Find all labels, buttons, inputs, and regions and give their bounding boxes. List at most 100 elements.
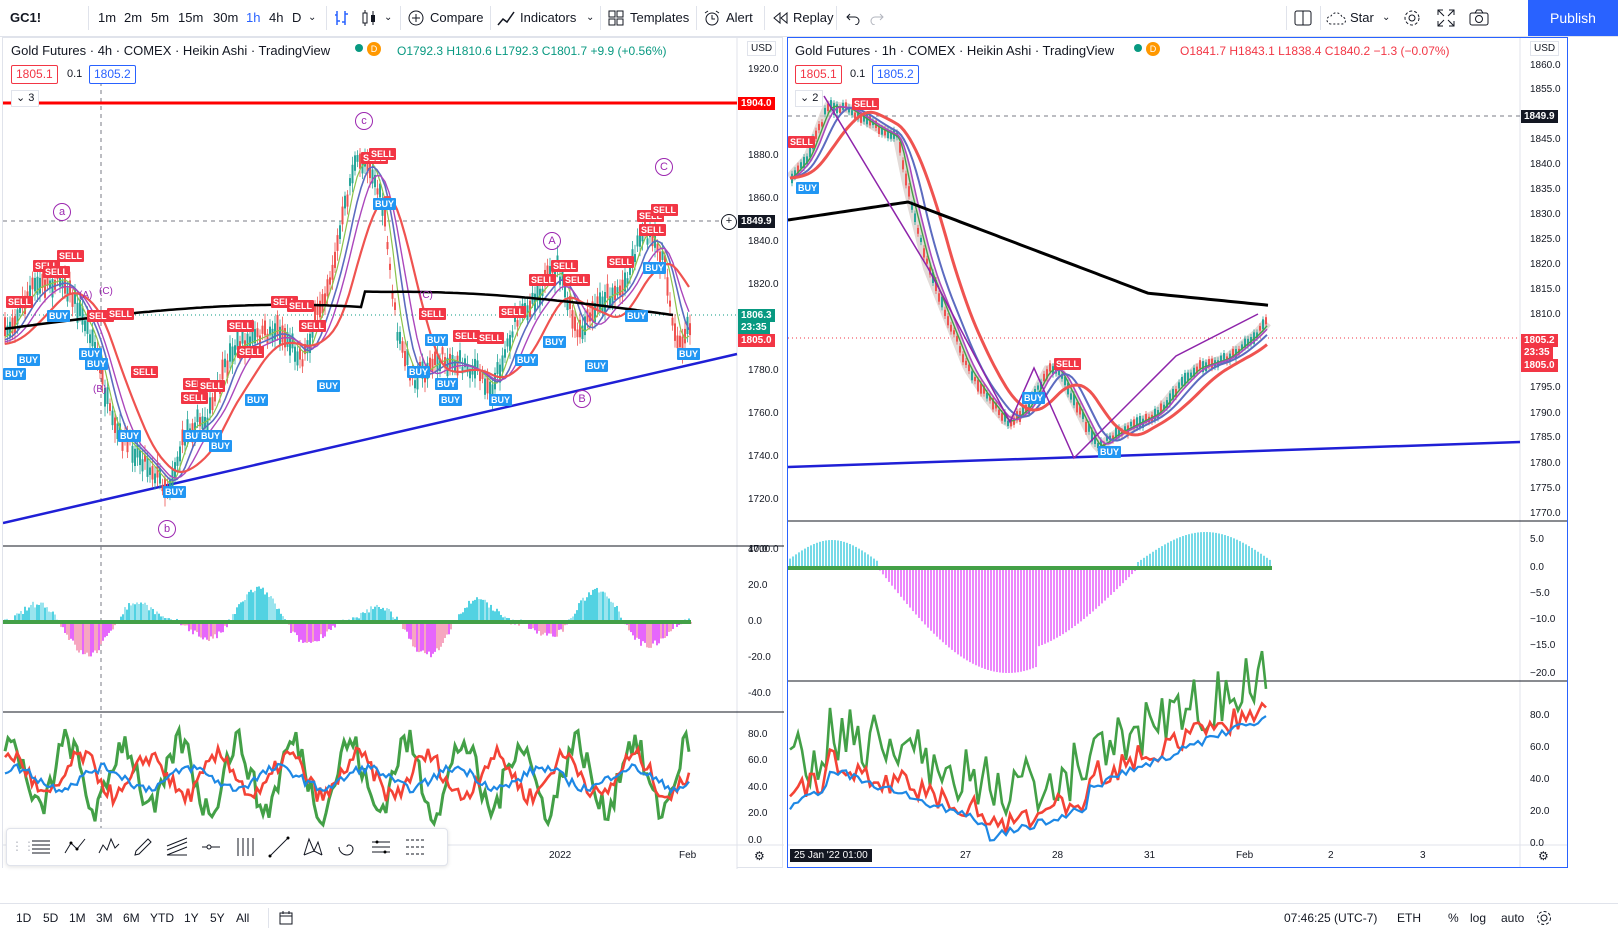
left-chart-canvas[interactable]	[3, 38, 784, 869]
chevron-down-icon[interactable]: ⌄	[308, 12, 317, 23]
undo-icon[interactable]	[846, 11, 860, 25]
last-price-tag: 1805.0	[1521, 359, 1558, 372]
wave-label: (A)	[79, 290, 93, 301]
range-1m[interactable]: 1M	[69, 911, 86, 925]
drag-handle-icon[interactable]: ⋮⋮	[11, 839, 35, 853]
divider	[268, 908, 269, 928]
buy-signal: BUY	[85, 358, 109, 370]
divider	[696, 6, 697, 30]
auto-scale-toggle[interactable]: auto	[1501, 911, 1525, 925]
range-all[interactable]: All	[236, 911, 250, 925]
price-range-icon[interactable]	[403, 835, 427, 859]
price-tag-red-line: 1904.0	[738, 97, 775, 110]
bid-price-box[interactable]: 1805.1	[11, 65, 58, 84]
brush-icon[interactable]	[131, 835, 155, 859]
crosshair-price-tag: 1849.9	[1521, 110, 1558, 123]
fib-spiral-icon[interactable]	[335, 835, 359, 859]
compare-plus-icon[interactable]	[408, 10, 424, 26]
currency-button[interactable]: USD	[1530, 41, 1560, 56]
collapse-indicators-toggle[interactable]: ⌄ 3	[11, 90, 40, 107]
divider	[88, 6, 89, 30]
buy-signal: BUY	[3, 368, 27, 380]
right-chart-canvas[interactable]	[788, 38, 1567, 867]
momentum-histogram	[789, 532, 1271, 673]
gear-icon[interactable]	[1403, 9, 1421, 27]
layout-icon[interactable]	[1294, 9, 1312, 27]
range-5y[interactable]: 5Y	[210, 911, 225, 925]
last-price-tag: 1805.0	[738, 334, 775, 347]
redo-icon[interactable]	[870, 11, 884, 25]
publish-button[interactable]: Publish	[1528, 0, 1618, 36]
price-tick: 1740.0	[748, 451, 779, 462]
log-scale-toggle[interactable]: log	[1470, 911, 1487, 925]
abcd-pattern-icon[interactable]	[63, 835, 87, 859]
collapse-indicators-toggle[interactable]: ⌄ 2	[795, 90, 824, 107]
time-tick: 2022	[549, 850, 572, 861]
alert-button[interactable]: Alert	[726, 10, 753, 25]
bid-price-box[interactable]: 1805.1	[795, 65, 842, 84]
chevron-down-icon[interactable]: ⌄	[384, 12, 393, 23]
gear-icon[interactable]: ⚙	[754, 849, 765, 863]
sell-signal: SELL	[529, 274, 557, 286]
time-tick: Feb	[679, 850, 697, 861]
alarm-clock-icon[interactable]	[703, 9, 721, 27]
gear-icon[interactable]	[1536, 910, 1552, 926]
currency-button[interactable]: USD	[747, 41, 777, 56]
momentum-histogram	[4, 586, 692, 658]
range-3m[interactable]: 3M	[96, 911, 113, 925]
ask-price-box[interactable]: 1805.2	[872, 65, 919, 84]
templates-icon[interactable]	[608, 10, 624, 26]
divider	[836, 6, 837, 30]
clock-timezone[interactable]: 07:46:25 (UTC-7)	[1284, 911, 1378, 925]
timeframe-30m[interactable]: 30m	[213, 10, 239, 25]
bar-type-icon[interactable]	[334, 9, 350, 27]
session-button[interactable]: ETH	[1397, 911, 1421, 925]
range-ytd[interactable]: YTD	[150, 911, 174, 925]
horizontal-ray-icon[interactable]	[199, 835, 223, 859]
camera-icon[interactable]	[1469, 9, 1489, 27]
timeframe-15m[interactable]: 15m	[178, 10, 204, 25]
timeframe-2m[interactable]: 2m	[124, 10, 143, 25]
market-status-dot	[1134, 44, 1142, 52]
pitchfork-icon[interactable]	[233, 835, 257, 859]
timeframe-1m[interactable]: 1m	[98, 10, 117, 25]
symbol-search[interactable]: GC1!	[10, 10, 42, 25]
chevron-down-icon[interactable]: ⌄	[1382, 12, 1391, 23]
sell-signal: SELL	[198, 380, 226, 392]
parallel-channel-icon[interactable]	[369, 835, 393, 859]
indicators-button[interactable]: Indicators	[520, 10, 577, 25]
replay-rewind-icon[interactable]	[772, 11, 788, 25]
osc-tick: 5.0	[1530, 534, 1544, 545]
right-chart-pane[interactable]: Gold Futures · 1h · COMEX · Heikin Ashi …	[787, 37, 1568, 868]
indicators-icon[interactable]	[497, 10, 515, 26]
range-6m[interactable]: 6M	[123, 911, 140, 925]
timeframe-D[interactable]: D	[292, 10, 302, 25]
elliott-wave-icon[interactable]	[97, 835, 121, 859]
save-layout-name[interactable]: Star	[1350, 10, 1374, 25]
fullscreen-icon[interactable]	[1437, 9, 1455, 27]
go-to-date-icon[interactable]	[278, 910, 294, 926]
range-5d[interactable]: 5D	[43, 911, 59, 925]
xabcd-pattern-icon[interactable]	[301, 835, 325, 859]
right-series-title: Gold Futures · 1h · COMEX · Heikin Ashi …	[795, 43, 1115, 58]
range-1d[interactable]: 1D	[16, 911, 32, 925]
ask-price-box[interactable]: 1805.2	[89, 65, 136, 84]
candles-icon[interactable]	[360, 9, 378, 27]
range-1y[interactable]: 1Y	[184, 911, 199, 925]
cloud-icon[interactable]	[1326, 10, 1348, 26]
fib-channel-icon[interactable]	[165, 835, 189, 859]
trend-line-icon[interactable]	[267, 835, 291, 859]
timeframe-1h[interactable]: 1h	[246, 10, 261, 25]
replay-button[interactable]: Replay	[793, 10, 834, 25]
timeframe-5m[interactable]: 5m	[151, 10, 170, 25]
horizontal-lines-icon[interactable]	[29, 835, 53, 859]
timeframe-4h[interactable]: 4h	[269, 10, 284, 25]
chevron-down-icon[interactable]: ⌄	[586, 12, 595, 23]
templates-button[interactable]: Templates	[630, 10, 690, 25]
left-chart-pane[interactable]: Gold Futures · 4h · COMEX · Heikin Ashi …	[2, 37, 784, 869]
add-alert-icon[interactable]: +	[721, 214, 737, 230]
bar-countdown: 23:35	[1521, 346, 1553, 359]
percent-scale-toggle[interactable]: %	[1448, 911, 1459, 925]
gear-icon[interactable]: ⚙	[1538, 849, 1549, 863]
compare-button[interactable]: Compare	[430, 10, 484, 25]
